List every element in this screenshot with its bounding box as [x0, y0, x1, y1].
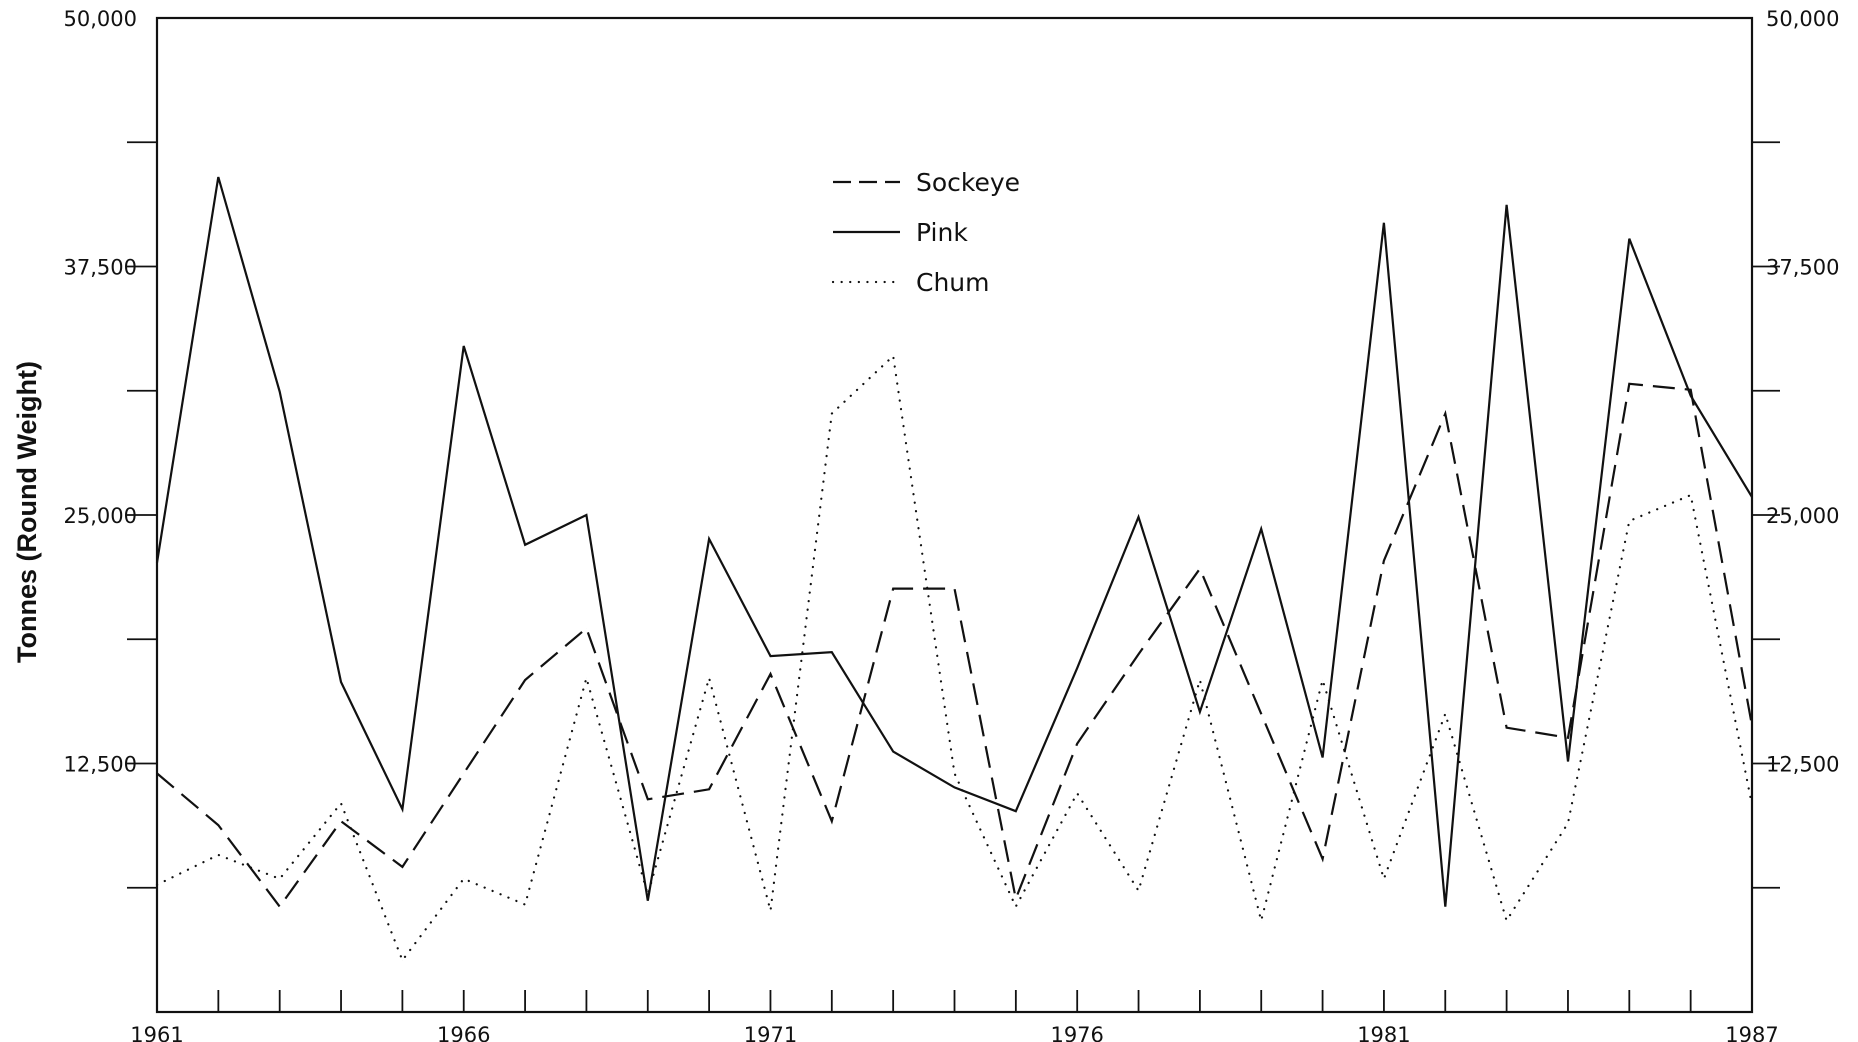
legend-label-chum: Chum: [916, 268, 990, 297]
y-tick-label-left: 12,500: [64, 753, 137, 777]
series-chum: [155, 353, 1754, 963]
y-tick-label-right: 37,500: [1766, 256, 1839, 280]
x-tick-label: 1971: [744, 1023, 797, 1042]
x-tick-label: 1976: [1050, 1023, 1103, 1042]
x-tick-label: 1987: [1725, 1023, 1778, 1042]
tick-labels: 50,000 37,500 25,000 12,500 50,000 37,500 25,0…: [64, 7, 1840, 1042]
y-tick-label-left: 25,000: [64, 504, 137, 528]
y-tick-label-left: 37,500: [64, 256, 137, 280]
legend-label-sockeye: Sockeye: [916, 168, 1020, 197]
series-layer: [155, 176, 1754, 963]
y-axis-label: Tonnes (Round Weight): [12, 361, 42, 663]
series-line-chum: [155, 353, 1754, 963]
legend-label-pink: Pink: [916, 218, 968, 247]
y-tick-label-left: 50,000: [64, 7, 137, 31]
x-tick-label: 1981: [1357, 1023, 1410, 1042]
y-tick-label-right: 50,000: [1766, 7, 1839, 31]
series-pink: [155, 176, 1753, 907]
y-tick-label-right: 12,500: [1766, 753, 1839, 777]
legend: Sockeye Pink Chum: [831, 168, 1020, 297]
x-tick-label: 1961: [130, 1023, 183, 1042]
series-sockeye: [156, 382, 1754, 909]
x-tick-label: 1966: [437, 1023, 490, 1042]
axis-ticks: [127, 141, 1780, 1012]
y-tick-label-right: 25,000: [1766, 504, 1839, 528]
series-line-sockeye: [156, 382, 1754, 909]
